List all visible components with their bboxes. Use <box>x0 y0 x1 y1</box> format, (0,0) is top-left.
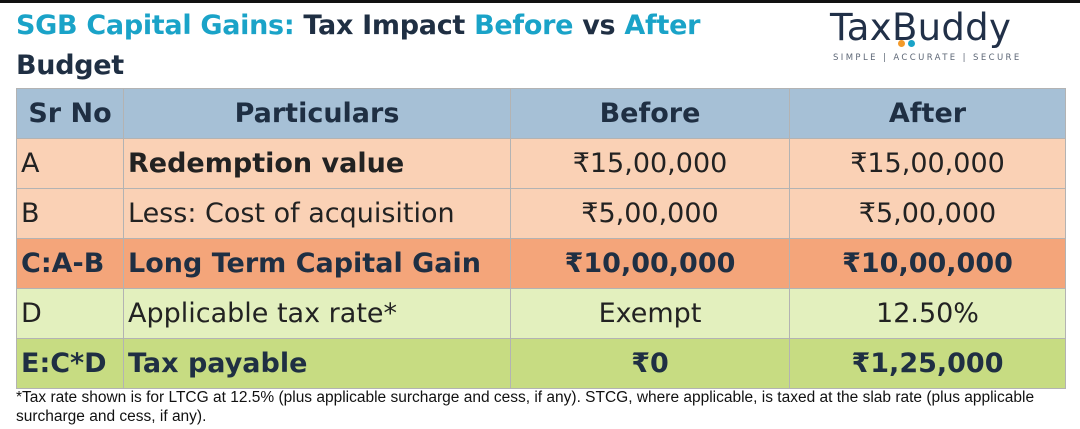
header-sr-no: Sr No <box>16 88 124 139</box>
logo-dots-icon <box>897 9 918 61</box>
cell-before: ₹0 <box>510 338 790 389</box>
title-segment-tax-impact: Tax Impact <box>294 10 475 41</box>
cell-after: ₹1,25,000 <box>789 338 1066 389</box>
table-header-row: Sr No Particulars Before After <box>16 88 1066 139</box>
cell-particulars: Tax payable <box>123 338 511 389</box>
cell-particulars: Long Term Capital Gain <box>123 238 511 289</box>
title-segment-budget: Budget <box>16 50 124 81</box>
cell-after: ₹5,00,000 <box>789 188 1066 239</box>
logo-wordmark-b: B <box>892 2 918 54</box>
header-particulars: Particulars <box>123 88 511 139</box>
cell-particulars: Redemption value <box>123 138 511 189</box>
cell-sr-no: D <box>16 288 124 339</box>
header-after: After <box>789 88 1066 139</box>
cell-before: ₹15,00,000 <box>510 138 790 189</box>
title-segment-after: After <box>624 10 701 41</box>
title-segment-vs: vs <box>573 10 625 41</box>
title-segment-before: Before <box>474 10 574 41</box>
taxbuddy-logo: Tax Buddy SIMPLE | ACCURATE | SECURE <box>830 2 1035 66</box>
cell-before: ₹5,00,000 <box>510 188 790 239</box>
table-row: E:C*D Tax payable ₹0 ₹1,25,000 <box>16 338 1066 389</box>
header-before: Before <box>510 88 790 139</box>
cell-after: ₹10,00,000 <box>789 238 1066 289</box>
cell-before: Exempt <box>510 288 790 339</box>
cell-sr-no: B <box>16 188 124 239</box>
tax-impact-table: Sr No Particulars Before After A Redempt… <box>16 88 1066 389</box>
logo-wordmark: Tax Buddy <box>830 2 1011 54</box>
logo-wordmark-suffix: uddy <box>917 6 1012 49</box>
cell-sr-no: A <box>16 138 124 189</box>
logo-tagline: SIMPLE | ACCURATE | SECURE <box>833 53 1022 63</box>
table-row: C:A-B Long Term Capital Gain ₹10,00,000 … <box>16 238 1066 289</box>
logo-wordmark-prefix: Tax <box>830 6 892 49</box>
footnote: *Tax rate shown is for LTCG at 12.5% (pl… <box>16 389 1035 425</box>
top-border-line <box>0 0 1080 3</box>
cell-sr-no: E:C*D <box>16 338 124 389</box>
cell-before: ₹10,00,000 <box>510 238 790 289</box>
cell-particulars: Less: Cost of acquisition <box>123 188 511 239</box>
cell-after: ₹15,00,000 <box>789 138 1066 189</box>
table-row: A Redemption value ₹15,00,000 ₹15,00,000 <box>16 138 1066 189</box>
cell-after: 12.50% <box>789 288 1066 339</box>
title-segment-sgb: SGB Capital Gains: <box>16 10 295 41</box>
page-title: SGB Capital Gains: Tax Impact Before vs … <box>16 6 816 86</box>
table-row: B Less: Cost of acquisition ₹5,00,000 ₹5… <box>16 188 1066 239</box>
cell-particulars: Applicable tax rate* <box>123 288 511 339</box>
cell-sr-no: C:A-B <box>16 238 124 289</box>
table-row: D Applicable tax rate* Exempt 12.50% <box>16 288 1066 339</box>
